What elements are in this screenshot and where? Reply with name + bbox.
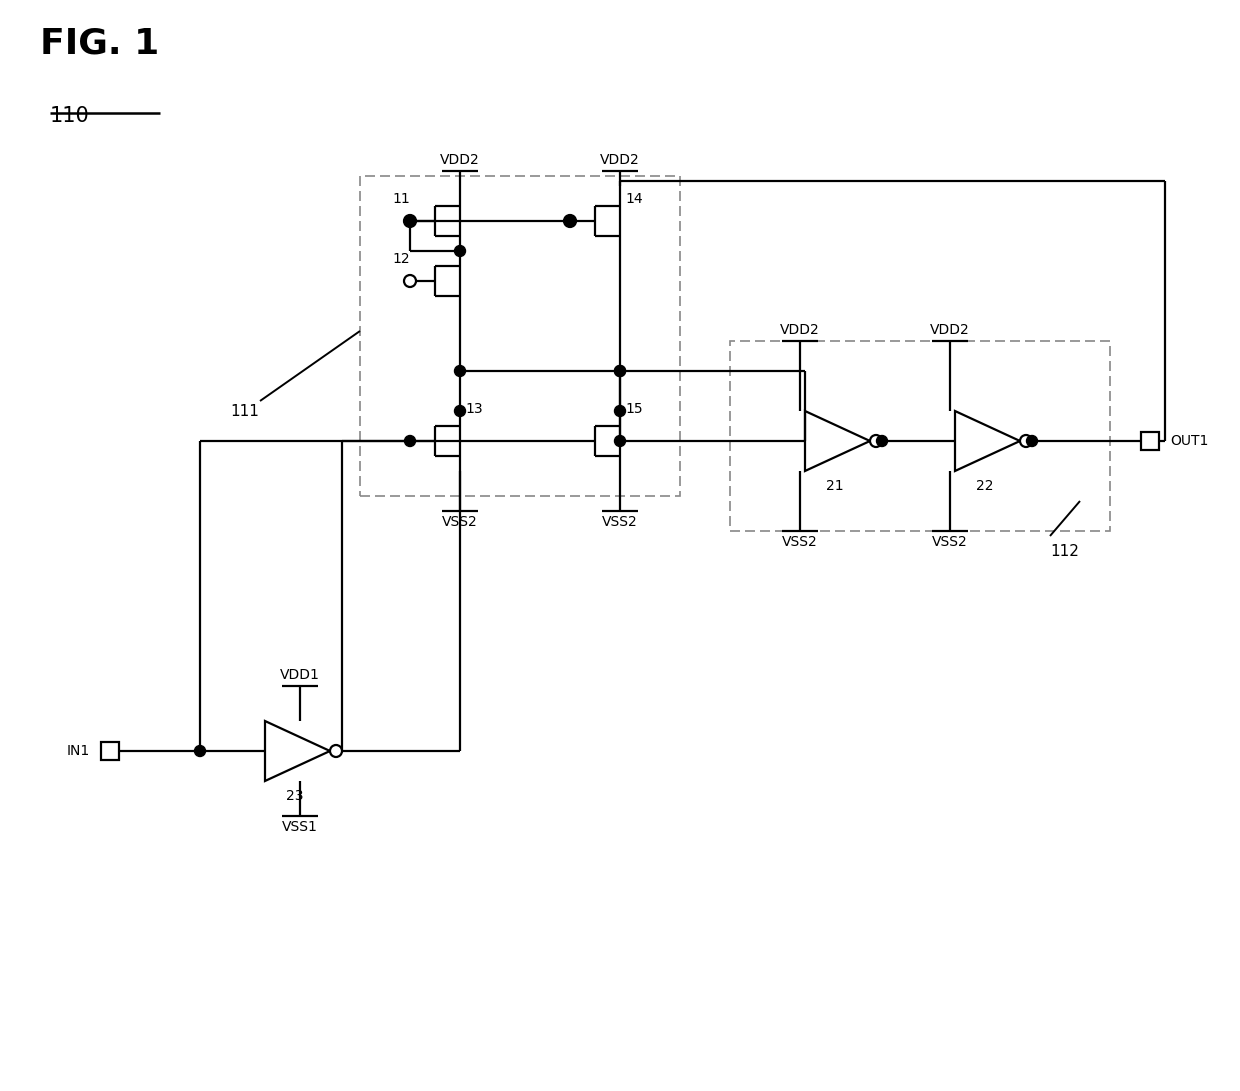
- Text: 13: 13: [465, 401, 482, 416]
- Text: VSS2: VSS2: [782, 535, 818, 549]
- Text: 23: 23: [286, 789, 304, 803]
- Circle shape: [870, 435, 882, 447]
- Text: VDD2: VDD2: [440, 153, 480, 167]
- Text: FIG. 1: FIG. 1: [40, 26, 159, 60]
- Text: 110: 110: [50, 106, 89, 125]
- Text: 12: 12: [392, 252, 410, 266]
- Text: IN1: IN1: [67, 744, 91, 758]
- Circle shape: [195, 745, 206, 756]
- Circle shape: [615, 365, 625, 376]
- Circle shape: [564, 215, 577, 227]
- Text: 111: 111: [229, 404, 259, 419]
- Text: 112: 112: [1050, 543, 1079, 559]
- Text: VSS1: VSS1: [281, 820, 317, 834]
- Circle shape: [404, 216, 415, 227]
- Circle shape: [877, 435, 888, 446]
- Circle shape: [455, 365, 465, 376]
- Text: 21: 21: [826, 479, 843, 493]
- Bar: [730, 341, 1110, 531]
- Text: VDD2: VDD2: [780, 323, 820, 337]
- Text: VDD2: VDD2: [600, 153, 640, 167]
- Circle shape: [330, 745, 342, 757]
- Circle shape: [564, 216, 575, 227]
- Bar: [360, 176, 680, 496]
- Circle shape: [615, 406, 625, 417]
- Text: 15: 15: [625, 401, 642, 416]
- Text: VSS2: VSS2: [443, 515, 477, 529]
- Text: 22: 22: [976, 479, 993, 493]
- Text: VDD2: VDD2: [930, 323, 970, 337]
- Circle shape: [615, 435, 625, 446]
- Text: VSS2: VSS2: [932, 535, 968, 549]
- Text: OUT1: OUT1: [1171, 434, 1208, 448]
- Circle shape: [404, 275, 415, 287]
- Bar: [1141, 432, 1159, 449]
- Circle shape: [404, 215, 415, 227]
- Circle shape: [404, 435, 415, 446]
- Circle shape: [455, 245, 465, 256]
- Circle shape: [615, 365, 625, 376]
- Text: 14: 14: [625, 192, 642, 206]
- Circle shape: [455, 406, 465, 417]
- Bar: [100, 742, 119, 760]
- Circle shape: [1027, 435, 1038, 446]
- Text: VSS2: VSS2: [603, 515, 637, 529]
- Circle shape: [1021, 435, 1032, 447]
- Text: 11: 11: [392, 192, 410, 206]
- Text: VDD1: VDD1: [280, 668, 320, 682]
